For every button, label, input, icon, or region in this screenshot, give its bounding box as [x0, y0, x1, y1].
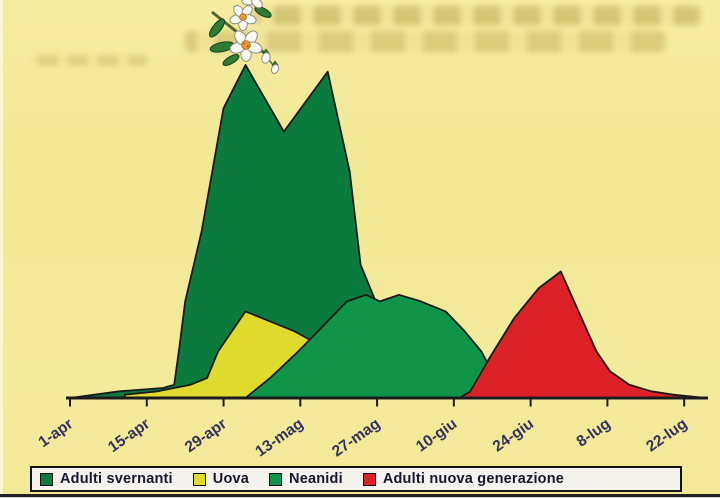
- x-axis-tick-label: 22-lug: [643, 415, 690, 455]
- x-axis-tick-label: 15-apr: [105, 415, 153, 456]
- x-axis-tick-label: 1-apr: [35, 415, 76, 451]
- legend-label: Neanidi: [289, 471, 343, 487]
- legend-swatch: [269, 472, 283, 486]
- chart-legend: Adulti svernanti Uova Neanidi Adulti nuova …: [30, 466, 682, 492]
- pear-blossom-illustration: [208, 0, 280, 74]
- x-axis-tick-label: 29-apr: [182, 415, 230, 456]
- blossom-buds: [261, 48, 280, 74]
- legend-swatch: [192, 472, 206, 486]
- area-series-adulti-nuova-generazione: [458, 270, 707, 399]
- legend-item: Adulti svernanti: [40, 471, 173, 487]
- legend-item: Neanidi: [269, 471, 343, 487]
- legend-label: Adulti nuova generazione: [382, 471, 565, 487]
- page-edge-shadow: [0, 494, 720, 497]
- chart-area-series: [69, 64, 707, 399]
- x-axis-tick-label: 10-giu: [413, 415, 460, 455]
- legend-swatch: [40, 472, 53, 486]
- x-axis-tick-label: 8-lug: [574, 415, 614, 450]
- x-axis-tick-label: 13-mag: [252, 415, 306, 460]
- x-axis-tick-label: 27-mag: [329, 415, 383, 460]
- legend-item: Uova: [192, 471, 250, 487]
- x-axis: [66, 396, 708, 407]
- x-axis-tick-labels: 1-apr 15-apr 29-apr 13-mag 27-mag 10-giu 24-gi…: [35, 415, 690, 460]
- x-axis-tick-label: 24-giu: [490, 415, 537, 455]
- blossom-upper: [229, 4, 257, 31]
- legend-label: Adulti svernanti: [60, 471, 173, 487]
- blossom-lower: [229, 30, 263, 62]
- legend-item: Adulti nuova generazione: [362, 471, 565, 487]
- blossom-partial: [241, 0, 263, 9]
- legend-label: Uova: [212, 471, 250, 487]
- legend-swatch: [362, 472, 376, 486]
